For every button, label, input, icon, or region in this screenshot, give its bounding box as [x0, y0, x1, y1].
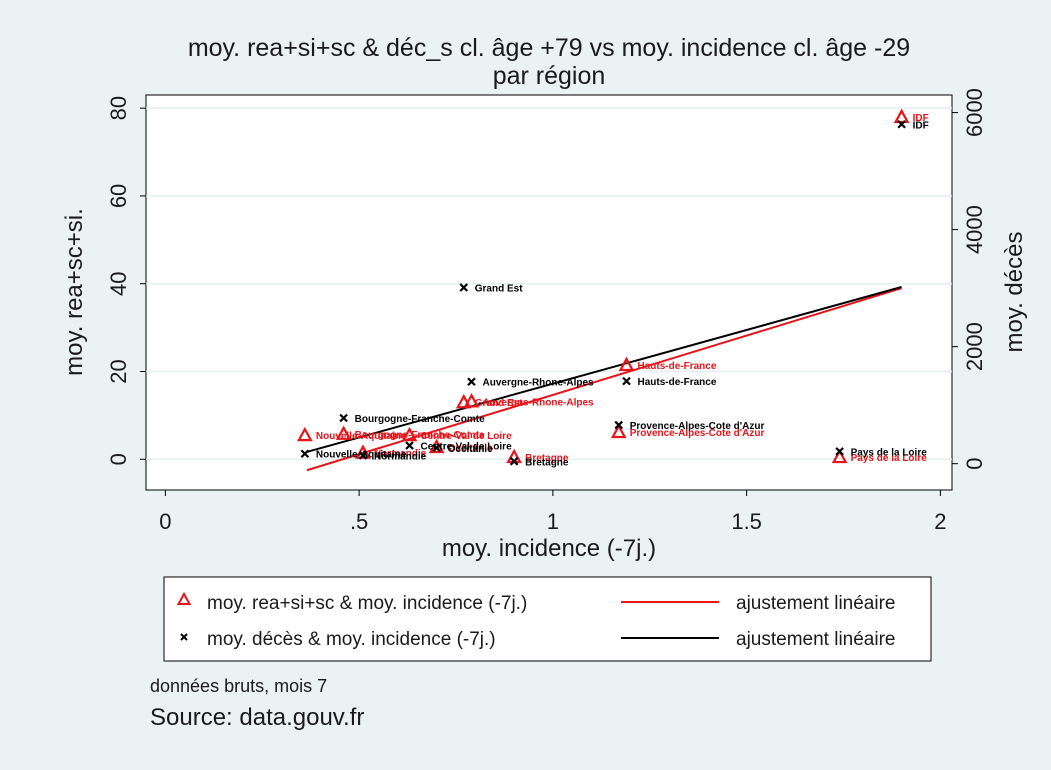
x-marker — [300, 449, 310, 458]
legend: moy. rea+si+sc & moy. incidence (-7j.) a… — [163, 576, 932, 662]
x-marker — [622, 376, 631, 386]
y-left-tick-label: 60 — [106, 184, 131, 208]
point-label: Bourgogne-Franche-Comte — [355, 414, 485, 425]
point-label: IDF — [913, 120, 929, 131]
x-tick-label: 1.5 — [731, 509, 762, 534]
triangle-marker — [618, 356, 635, 372]
triangle-marker — [455, 393, 472, 409]
legend-label-2: ajustement linéaire — [736, 593, 895, 614]
y-right-tick-label: 4000 — [962, 205, 987, 254]
y-axis-left: 0 20 40 60 80 — [106, 96, 146, 465]
point-label: Grand Est — [475, 398, 523, 409]
legend-marker-x — [180, 633, 188, 641]
triangle-marker — [401, 426, 418, 442]
point-label: Hauts-de-France — [638, 361, 717, 372]
legend-label-1: moy. rea+si+sc & moy. incidence (-7j.) — [207, 593, 527, 614]
x-marker — [358, 451, 368, 460]
triangle-marker — [428, 438, 445, 454]
triangle-marker — [610, 423, 627, 439]
y-axis-right-title: moy. décès — [1001, 232, 1028, 353]
legend-label-4: ajustement linéaire — [736, 629, 895, 650]
note-source: Source: data.gouv.fr — [150, 704, 365, 731]
point-label: Normandie — [374, 449, 427, 460]
y-left-tick-label: 20 — [106, 359, 131, 383]
y-left-tick-label: 80 — [106, 96, 131, 120]
point-label: Grand Est — [475, 284, 523, 295]
point-label: Pays de la Loire — [851, 453, 928, 464]
point-label: Nouvelle-Aquitaine — [316, 431, 407, 442]
triangle-marker — [297, 426, 313, 442]
chart-subtitle: par région — [493, 62, 606, 90]
y-right-tick-label: 6000 — [962, 88, 987, 137]
x-marker — [339, 413, 348, 423]
plot-area — [145, 94, 953, 491]
x-marker — [835, 447, 844, 456]
legend-label-3: moy. décès & moy. incidence (-7j.) — [207, 629, 496, 650]
x-marker — [897, 119, 906, 129]
point-label: Bretagne — [525, 453, 569, 464]
x-axis: 0 .5 1 1.5 2 — [159, 490, 947, 534]
point-label: Bourgogne-Franche-Comte — [355, 430, 485, 441]
note-data: données bruts, mois 7 — [150, 676, 328, 696]
point-label: Bretagne — [525, 457, 569, 468]
x-marker — [432, 443, 441, 453]
point-label: Pays de la Loire — [851, 447, 928, 458]
triangle-marker — [893, 108, 910, 124]
x-marker — [467, 377, 476, 387]
point-label: Occitanie — [448, 444, 493, 455]
point-label: Auvergne-Rhone-Alpes — [483, 378, 595, 389]
point-label: Centre-Val de Loire — [421, 431, 513, 442]
point-label: Normandie — [374, 451, 427, 462]
triangle-marker — [463, 393, 480, 408]
x-marker — [459, 283, 469, 292]
y-right-tick-label: 0 — [962, 458, 987, 470]
y-axis-left-title: moy. rea+sc+si. — [61, 208, 88, 376]
chart-title: moy. rea+si+sc & déc_s cl. âge +79 vs mo… — [188, 34, 910, 62]
x-tick-label: 1 — [547, 509, 559, 534]
legend-marker-triangle — [176, 591, 192, 605]
legend-box — [163, 576, 932, 662]
triangle-marker — [831, 448, 848, 464]
triangle-marker — [335, 425, 352, 440]
fit-line — [306, 285, 902, 453]
y-left-tick-label: 0 — [106, 453, 131, 465]
point-label: IDF — [913, 113, 929, 124]
markers — [297, 108, 910, 466]
x-axis-title: moy. incidence (-7j.) — [442, 535, 656, 562]
point-label: Hauts-de-France — [638, 377, 717, 388]
y-left-tick-label: 40 — [106, 271, 131, 295]
y-axis-right: 0 2000 4000 6000 — [952, 88, 987, 470]
x-tick-label: 2 — [934, 509, 946, 534]
x-marker — [614, 420, 624, 430]
point-label: Auvergne-Rhone-Alpes — [483, 397, 595, 408]
x-marker — [405, 441, 414, 450]
gridlines — [146, 107, 952, 461]
y-right-tick-label: 2000 — [962, 322, 987, 371]
x-tick-label: .5 — [350, 509, 368, 534]
x-tick-label: 0 — [159, 509, 171, 534]
point-label: Occitanie — [448, 443, 493, 454]
point-label: Provence-Alpes-Cote d'Azur — [630, 428, 765, 439]
point-label: Provence-Alpes-Cote d'Azur — [630, 421, 765, 432]
x-marker — [509, 457, 519, 466]
point-label: Nouvelle-Aquitaine — [316, 450, 407, 461]
point-label: Centre-Val de Loire — [421, 442, 513, 453]
